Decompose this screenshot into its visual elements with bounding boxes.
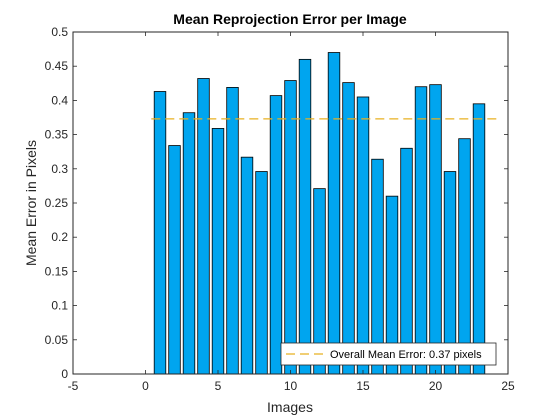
bar-image-20	[429, 84, 442, 375]
bar-image-9	[269, 95, 283, 375]
bar-image-4	[197, 78, 210, 375]
chart-title: Mean Reprojection Error per Image	[173, 11, 407, 27]
y-tick-label: 0.2	[51, 230, 68, 244]
y-tick-label: 0.25	[45, 196, 69, 210]
bar-image-16	[371, 158, 384, 375]
x-tick-label: 0	[142, 379, 149, 393]
x-tick-label: 10	[284, 379, 298, 393]
bar-image-5	[211, 128, 225, 375]
bar-image-10	[284, 80, 297, 375]
x-axis-label: Images	[267, 399, 313, 415]
bar-image-13	[327, 52, 341, 375]
x-tick-label: -5	[68, 379, 79, 393]
y-tick-label: 0.4	[51, 93, 68, 107]
bar-image-2	[168, 145, 181, 375]
bar-image-23	[472, 103, 486, 375]
x-tick-label: 5	[215, 379, 222, 393]
bar-image-6	[226, 87, 239, 375]
bar-image-1	[153, 91, 167, 375]
y-tick-label: 0.35	[45, 128, 69, 142]
y-tick-label: 0.15	[45, 264, 69, 278]
bar-image-15	[356, 96, 370, 375]
y-axis-label: Mean Error in Pixels	[23, 140, 39, 266]
bar-image-19	[414, 86, 428, 375]
bar-image-3	[182, 112, 196, 375]
y-tick-label: 0	[61, 367, 68, 381]
y-tick-label: 0.5	[51, 25, 68, 39]
x-axis: -5 0 5 10 15 20 25	[68, 32, 515, 393]
y-tick-label: 0.05	[45, 333, 69, 347]
bar-image-11	[298, 58, 312, 375]
x-tick-label: 20	[429, 379, 443, 393]
legend-entry-mean: Overall Mean Error: 0.37 pixels	[330, 349, 482, 361]
y-tick-label: 0.1	[51, 299, 68, 313]
bar-image-7	[240, 156, 254, 375]
bar-image-14	[342, 82, 355, 375]
legend-box	[280, 342, 497, 366]
y-tick-label: 0.3	[51, 162, 68, 176]
bar-image-22	[458, 138, 471, 375]
y-axis: 0 0.05 0.1 0.15 0.2 0.25 0.3 0.35 0.4 0.45 0.5	[45, 25, 508, 381]
legend: Overall Mean Error: 0.37 pixels	[280, 342, 497, 366]
x-tick-label: 15	[356, 379, 370, 393]
y-tick-label: 0.45	[45, 59, 69, 73]
x-tick-label: 25	[501, 379, 515, 393]
bar-image-8	[255, 171, 268, 375]
bar-image-18	[400, 147, 413, 375]
